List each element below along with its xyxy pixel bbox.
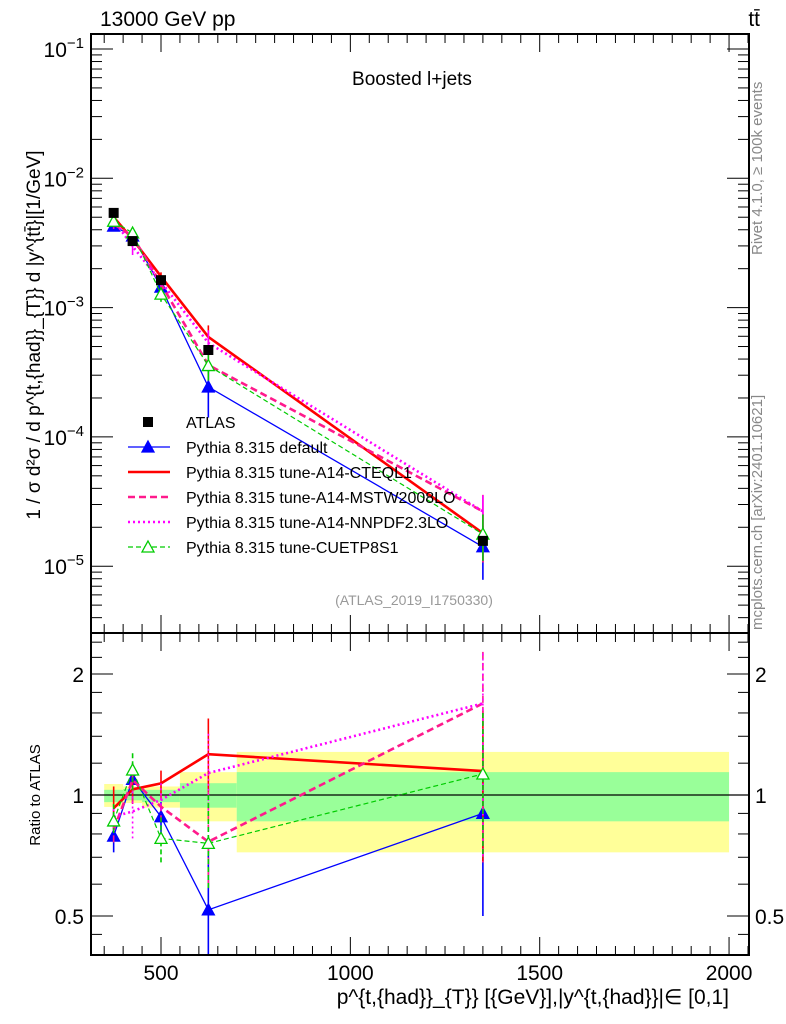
mcplots-label: mcplots.cern.ch [arXiv:2401.10621] [749, 395, 766, 630]
ratio-y-axis-label: Ratio to ATLAS [27, 744, 44, 845]
ratio-point-marker [475, 766, 490, 780]
analysis-label: (ATLAS_2019_I1750330) [335, 592, 493, 608]
ratio-y-tick-label-right: 0.5 [755, 906, 784, 929]
legend-label: ATLAS [186, 415, 236, 432]
ratio-point-marker [106, 813, 121, 827]
ratio-y-tick-label-right: 1 [755, 785, 767, 808]
atlas-data-point [156, 275, 166, 286]
y-tick-label: 10−1 [44, 35, 84, 62]
legend-label: Pythia 8.315 default [186, 440, 328, 457]
x-axis-label: p^{t,{had}}_{T}} [{GeV}],|y^{t,{had}}|∈ … [337, 986, 729, 1009]
x-tick-label: 1000 [327, 962, 374, 985]
y-tick-label: 10−4 [44, 423, 84, 450]
main-series-line [113, 220, 484, 535]
main-point-marker [153, 286, 169, 300]
atlas-data-point [108, 207, 119, 218]
legend-marker [140, 539, 156, 553]
main-point-marker [201, 379, 216, 393]
main-point-marker [201, 358, 216, 372]
legend-atlas-marker [143, 417, 153, 427]
ratio-point-marker [153, 831, 169, 845]
ratio-point-marker [201, 902, 216, 916]
legend-label: Pythia 8.315 tune-A14-MSTW2008LO [186, 490, 455, 507]
process-label: tt̄ [748, 8, 760, 31]
y-tick-label: 10−3 [44, 294, 84, 321]
x-tick-label: 2000 [706, 962, 753, 985]
legend-marker [140, 439, 156, 453]
legend-label: Pythia 8.315 tune-A14-NNPDF2.3LO [186, 515, 448, 532]
ratio-y-tick-label: 1 [72, 785, 84, 808]
ratio-y-tick-label: 0.5 [55, 906, 84, 929]
chart-title: Boosted l+jets [352, 69, 472, 90]
main-point-marker [106, 213, 121, 227]
y-tick-label: 10−5 [44, 552, 84, 579]
legend: ATLAS Pythia 8.315 default Pythia 8.315 tu… [128, 415, 455, 557]
ratio-plot-frame [90, 632, 750, 956]
atlas-data-point [477, 535, 488, 546]
y-tick-label: 10−2 [44, 164, 84, 191]
rivet-label: Rivet 4.1.0, ≥ 100k events [749, 82, 766, 255]
x-tick-label: 500 [143, 962, 178, 985]
ratio-point-marker [201, 836, 216, 850]
energy-label: 13000 GeV pp [100, 8, 235, 31]
ratio-y-tick-label: 2 [72, 664, 84, 687]
legend-label: Pythia 8.315 tune-CUETP8S1 [186, 540, 399, 557]
y-axis-label: 1 / σ d²σ / d p^{t,{had}}_{T}} d |y^{tt̄… [24, 150, 45, 519]
main-series-line [112, 216, 484, 535]
atlas-data-point [127, 236, 138, 247]
ratio-y-tick-label-right: 2 [755, 664, 767, 687]
legend-label: Pythia 8.315 tune-A14-CTEQL1 [186, 465, 412, 482]
ratio-point-marker [125, 762, 140, 776]
x-tick-label: 1500 [516, 962, 563, 985]
atlas-data-point [203, 344, 214, 355]
